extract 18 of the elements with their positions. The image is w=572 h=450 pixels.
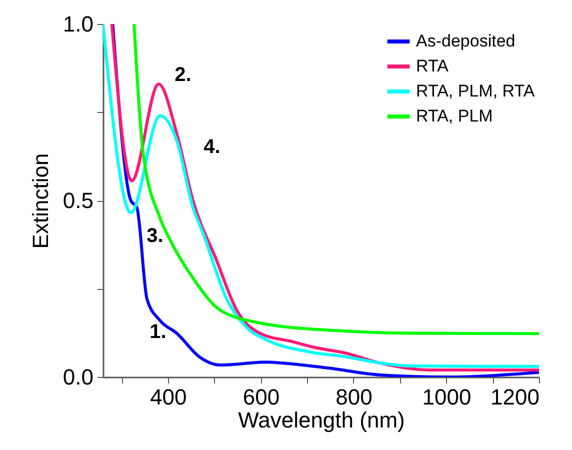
annotation: 3. [146, 225, 164, 247]
x-tick-label: 400 [150, 384, 187, 410]
legend-label: RTA, PLM [416, 106, 493, 126]
legend-label: RTA, PLM, RTA [416, 82, 536, 100]
x-axis-title: Wavelength (nm) [238, 408, 405, 432]
x-tick-label: 1000 [422, 384, 472, 410]
y-tick-label: 0.0 [62, 364, 94, 390]
legend-label: As-deposited [416, 32, 516, 50]
x-tick-label: 1200 [490, 384, 540, 410]
annotation: 1. [150, 321, 166, 343]
y-tick-label: 1.0 [62, 12, 94, 36]
annotation: 2. [174, 64, 192, 86]
legend-label: RTA [416, 56, 450, 76]
y-axis-title: Extinction [28, 153, 53, 249]
annotation: 4. [204, 136, 220, 158]
x-tick-label: 800 [336, 384, 372, 410]
x-tick-label: 600 [242, 384, 280, 410]
y-tick-label: 0.5 [62, 188, 94, 213]
